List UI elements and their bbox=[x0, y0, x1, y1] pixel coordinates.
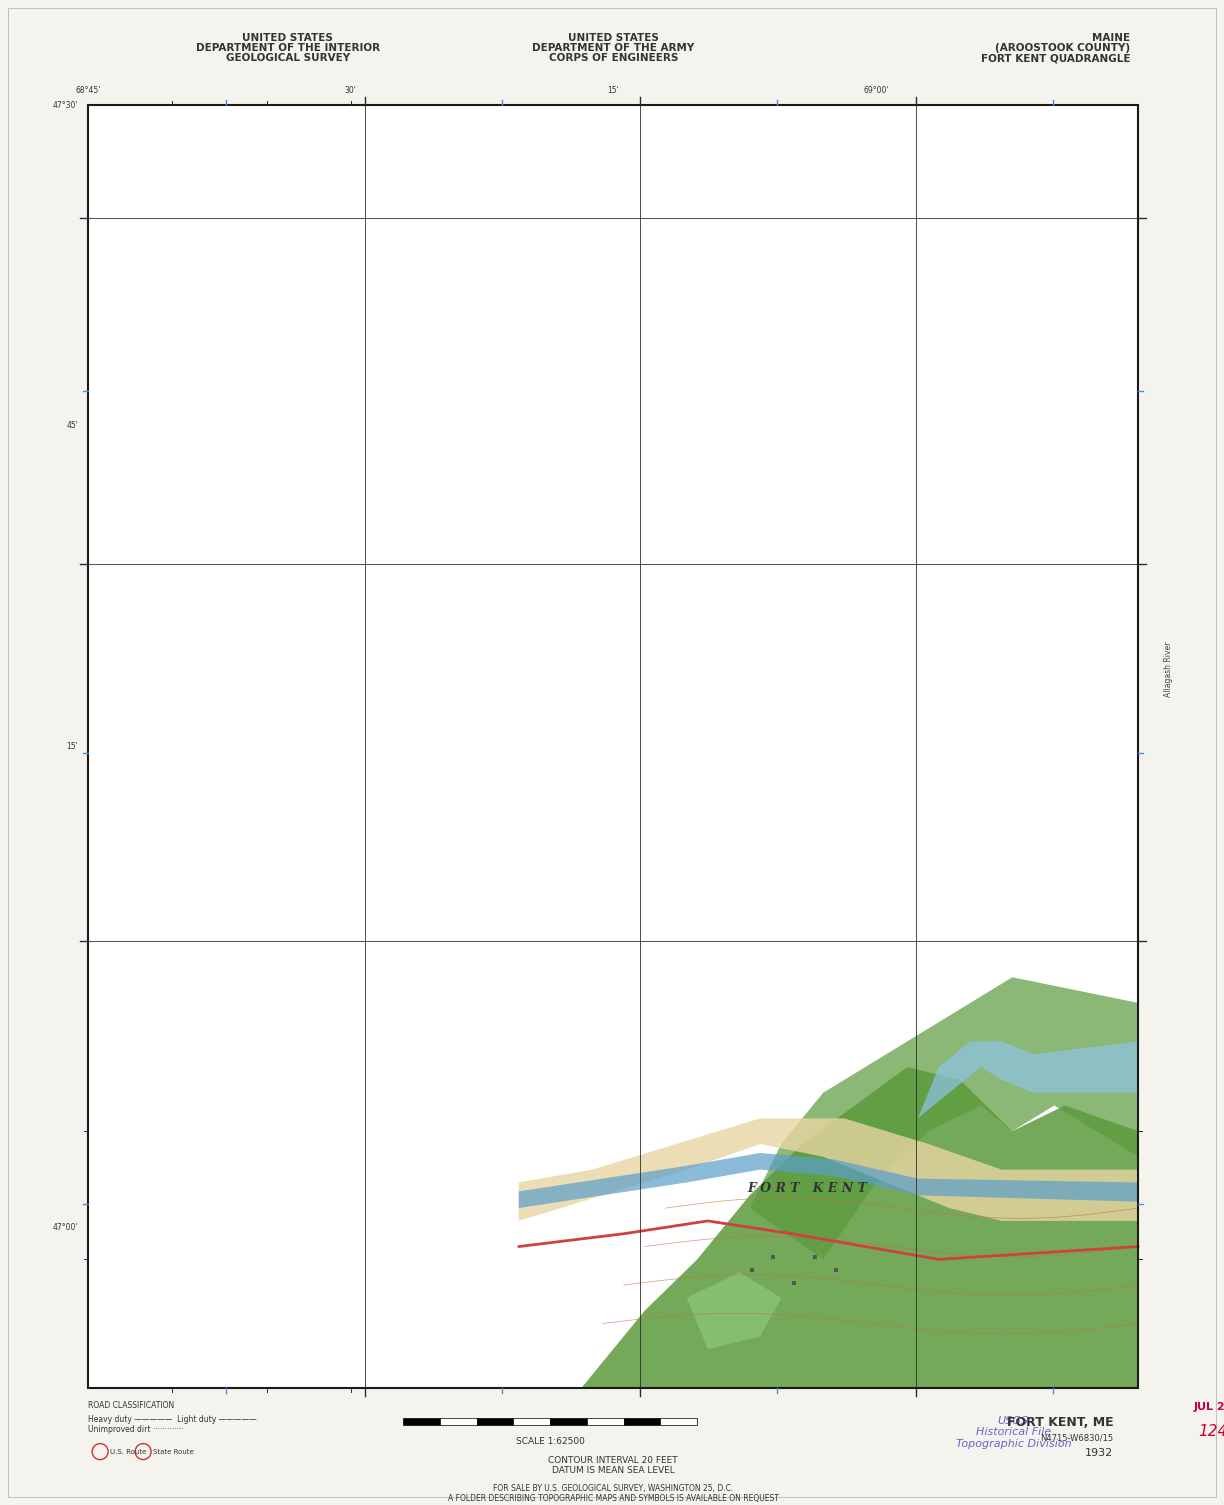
Text: DEPARTMENT OF THE ARMY: DEPARTMENT OF THE ARMY bbox=[532, 44, 694, 53]
Polygon shape bbox=[750, 977, 1138, 1260]
Text: N4715-W6830/15: N4715-W6830/15 bbox=[1040, 1434, 1114, 1443]
Bar bbox=[88, 105, 1138, 1388]
Polygon shape bbox=[687, 1272, 781, 1348]
Text: U.S. Route: U.S. Route bbox=[110, 1449, 147, 1455]
Text: GEOLOGICAL SURVEY: GEOLOGICAL SURVEY bbox=[225, 53, 350, 63]
Text: FOR SALE BY U.S. GEOLOGICAL SURVEY, WASHINGTON 25, D.C.
A FOLDER DESCRIBING TOPO: FOR SALE BY U.S. GEOLOGICAL SURVEY, WASH… bbox=[448, 1484, 778, 1503]
Text: 69°00': 69°00' bbox=[863, 86, 889, 95]
Text: 45': 45' bbox=[66, 421, 78, 430]
Text: 1932: 1932 bbox=[1084, 1448, 1114, 1458]
Bar bbox=[661, 1418, 698, 1425]
Bar bbox=[88, 105, 1138, 1388]
Text: 68°45': 68°45' bbox=[76, 86, 100, 95]
Bar bbox=[439, 1418, 476, 1425]
Bar bbox=[624, 1418, 661, 1425]
Text: CONTOUR INTERVAL 20 FEET
DATUM IS MEAN SEA LEVEL: CONTOUR INTERVAL 20 FEET DATUM IS MEAN S… bbox=[548, 1455, 678, 1475]
Polygon shape bbox=[581, 1067, 1138, 1388]
Bar bbox=[792, 1281, 796, 1285]
Text: FORT KENT QUADRANGLE: FORT KENT QUADRANGLE bbox=[980, 53, 1130, 63]
Text: FORT KENT, ME: FORT KENT, ME bbox=[1006, 1416, 1114, 1428]
Text: F O R T   K E N T: F O R T K E N T bbox=[748, 1183, 868, 1195]
Bar bbox=[771, 1255, 775, 1260]
Polygon shape bbox=[918, 1041, 1138, 1118]
Text: 47°30': 47°30' bbox=[53, 101, 78, 110]
Text: Heavy duty —————  Light duty —————: Heavy duty ————— Light duty ————— bbox=[88, 1415, 257, 1424]
Text: State Route: State Route bbox=[153, 1449, 193, 1455]
Text: 47°00': 47°00' bbox=[53, 1224, 78, 1231]
Polygon shape bbox=[519, 1153, 1138, 1209]
Text: 1245: 1245 bbox=[1198, 1424, 1224, 1439]
Bar bbox=[588, 1418, 624, 1425]
Text: Unimproved dirt ·············: Unimproved dirt ············· bbox=[88, 1425, 184, 1434]
Text: DEPARTMENT OF THE INTERIOR: DEPARTMENT OF THE INTERIOR bbox=[196, 44, 379, 53]
Text: (AROOSTOOK COUNTY): (AROOSTOOK COUNTY) bbox=[995, 44, 1130, 53]
Text: Allagash River: Allagash River bbox=[1164, 641, 1173, 697]
Bar bbox=[513, 1418, 551, 1425]
Bar bbox=[403, 1418, 439, 1425]
Polygon shape bbox=[519, 1118, 1138, 1221]
Text: CORPS OF ENGINEERS: CORPS OF ENGINEERS bbox=[548, 53, 678, 63]
Text: 30': 30' bbox=[345, 86, 356, 95]
Text: ROAD CLASSIFICATION: ROAD CLASSIFICATION bbox=[88, 1401, 174, 1410]
Text: SCALE 1:62500: SCALE 1:62500 bbox=[515, 1437, 585, 1446]
Bar bbox=[813, 1255, 816, 1260]
Bar bbox=[750, 1269, 754, 1272]
Text: UNITED STATES: UNITED STATES bbox=[568, 33, 659, 44]
Text: UNITED STATES: UNITED STATES bbox=[242, 33, 333, 44]
Text: JUL 23 1964: JUL 23 1964 bbox=[1193, 1401, 1224, 1412]
Bar bbox=[834, 1269, 837, 1272]
Text: 15': 15' bbox=[66, 742, 78, 751]
Text: 15': 15' bbox=[607, 86, 619, 95]
Bar bbox=[551, 1418, 588, 1425]
Text: USGS
Historical File
Topographic Division: USGS Historical File Topographic Divisio… bbox=[956, 1416, 1071, 1449]
Bar bbox=[476, 1418, 513, 1425]
Text: MAINE: MAINE bbox=[1092, 33, 1130, 44]
